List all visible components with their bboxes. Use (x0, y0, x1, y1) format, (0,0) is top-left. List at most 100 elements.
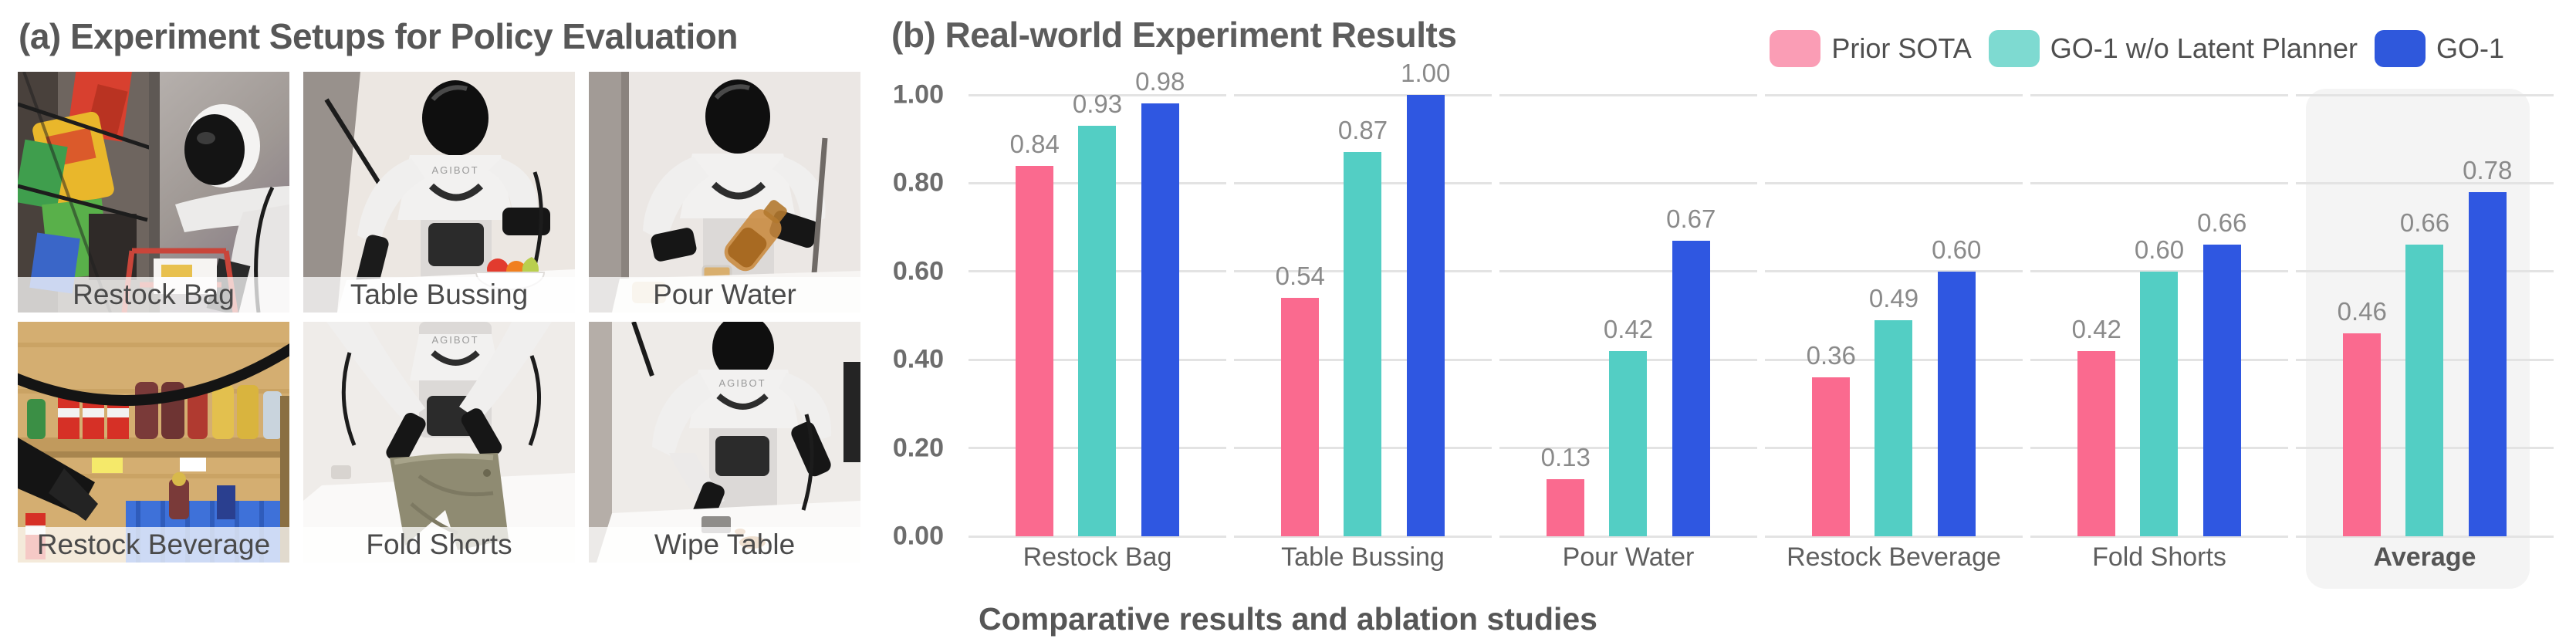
x-axis-label-restock-bag: Restock Bag (1023, 542, 1172, 572)
legend-item-2: GO-1 (2374, 30, 2504, 67)
bar-group: 0.54 0.87 1.00 (1230, 59, 1496, 536)
bar-wrap: 0.54 (1276, 262, 1325, 536)
gridline (1765, 181, 2023, 184)
gridline (1499, 181, 1757, 184)
bar-value-label: 0.67 (1666, 204, 1716, 233)
x-axis-label-pour-water: Pour Water (1562, 542, 1695, 572)
photo-wipe-table: AGIBOT Wipe Table (589, 322, 860, 563)
bar-go-1-pour-water (1672, 240, 1710, 536)
chart-group-restock-bag: 0.84 0.93 0.98 (965, 67, 1230, 538)
bar-wrap: 0.46 (2338, 297, 2387, 536)
bar-wrap: 0.67 (1666, 204, 1716, 536)
bar-wrap: 0.60 (1932, 235, 1981, 536)
bar-value-label: 0.93 (1072, 90, 1123, 119)
bar-go-1-w-o-latent-planner-restock-beverage (1875, 319, 1913, 536)
x-axis: Restock Bag Table Bussing Pour Water Restoc… (965, 542, 2557, 576)
bar-go-1-w-o-latent-planner-fold-shorts (2140, 271, 2179, 536)
bar-go-1-w-o-latent-planner-average (2405, 245, 2444, 536)
x-axis-label-restock-beverage: Restock Beverage (1787, 542, 2001, 572)
legend-label: GO-1 (2436, 32, 2504, 64)
y-tick-label: 0.80 (892, 167, 944, 198)
gridline (1499, 270, 1757, 273)
gridline (2296, 535, 2554, 538)
photo-label-restock-bag: Restock Bag (18, 277, 289, 313)
results-bar-chart: 0.84 0.93 0.98 0.54 0.87 1.00 0.13 0.42 0.67 0.36… (965, 59, 2557, 589)
bar-value-label: 0.60 (2134, 235, 2185, 264)
bar-wrap: 0.60 (2135, 235, 2184, 536)
legend-item-1: GO-1 w/o Latent Planner (1988, 30, 2358, 67)
gridline (1765, 270, 2023, 273)
gridline (2030, 535, 2288, 538)
robot-brand-text: AGIBOT (718, 377, 766, 389)
y-tick-label: 0.00 (892, 521, 944, 551)
fold-shorts-image: AGIBOT (303, 322, 575, 563)
bar-wrap: 0.49 (1869, 284, 1918, 536)
y-tick-label: 0.40 (892, 344, 944, 374)
bar-value-label: 0.60 (1932, 235, 1982, 264)
experiment-photo-grid: Restock Bag AGIBOT (18, 72, 860, 563)
chart-group-fold-shorts: 0.42 0.60 0.66 (2027, 93, 2292, 538)
gridline (1234, 93, 1492, 96)
bar-prior-sota-restock-bag (1016, 165, 1054, 536)
bar-value-label: 0.78 (2463, 155, 2513, 184)
gridline (2030, 181, 2288, 184)
legend-swatch-icon (2374, 30, 2426, 67)
photo-pour-water: Pour Water (589, 72, 860, 313)
bar-wrap: 0.36 (1807, 341, 1856, 536)
panel-b-title: (b) Real-world Experiment Results (891, 15, 1457, 55)
gridline (2296, 181, 2554, 184)
bar-wrap: 0.98 (1135, 67, 1185, 536)
bar-go-1-restock-beverage (1937, 271, 1976, 536)
gridline (2030, 93, 2288, 96)
gridline (969, 93, 1226, 96)
chart-group-restock-beverage: 0.36 0.49 0.60 (1761, 93, 2027, 538)
bar-group: 0.36 0.49 0.60 (1761, 235, 2027, 536)
bar-value-label: 0.54 (1275, 262, 1325, 291)
legend-label: GO-1 w/o Latent Planner (2050, 32, 2358, 64)
bar-go-1-table-bussing (1406, 95, 1445, 536)
bar-go-1-w-o-latent-planner-restock-bag (1078, 126, 1117, 536)
bar-value-label: 0.98 (1135, 67, 1185, 96)
chart-group-table-bussing: 0.54 0.87 1.00 (1230, 59, 1496, 538)
bar-value-label: 0.42 (1603, 314, 1654, 343)
bar-value-label: 0.42 (2071, 314, 2121, 343)
bar-group: 0.46 0.66 0.78 (2292, 156, 2557, 536)
bar-wrap: 1.00 (1401, 59, 1450, 536)
bar-wrap: 0.13 (1541, 443, 1591, 536)
bar-group: 0.13 0.42 0.67 (1496, 204, 1761, 536)
photo-label-wipe-table: Wipe Table (589, 527, 860, 563)
bar-prior-sota-pour-water (1547, 478, 1585, 536)
bar-value-label: 0.84 (1009, 129, 1060, 158)
photo-restock-bag: Restock Bag (18, 72, 289, 313)
gridline (1499, 93, 1757, 96)
gridline (1765, 535, 2023, 538)
bar-value-label: 0.13 (1540, 442, 1591, 471)
bar-value-label: 1.00 (1401, 59, 1451, 87)
bar-wrap: 0.66 (2400, 208, 2449, 536)
gridline (1234, 535, 1492, 538)
robot-brand-text: AGIBOT (431, 334, 478, 346)
photo-restock-beverage: Restock Beverage (18, 322, 289, 563)
gridline (969, 535, 1226, 538)
photo-label-pour-water: Pour Water (589, 277, 860, 313)
chart-caption: Comparative results and ablation studies (979, 601, 1597, 637)
y-tick-label: 0.60 (892, 256, 944, 286)
bar-wrap: 0.66 (2197, 208, 2246, 536)
bar-wrap: 0.42 (1604, 315, 1653, 536)
y-tick-label: 1.00 (892, 79, 944, 110)
bar-go-1-w-o-latent-planner-table-bussing (1344, 152, 1382, 536)
bar-value-label: 0.36 (1806, 341, 1856, 370)
bar-wrap: 0.84 (1010, 130, 1060, 536)
gridline (2030, 270, 2288, 273)
bar-prior-sota-average (2343, 333, 2382, 536)
x-axis-label-table-bussing: Table Bussing (1281, 542, 1445, 572)
bar-wrap: 0.78 (2463, 156, 2512, 536)
bar-value-label: 0.87 (1337, 116, 1388, 145)
panel-a-title: (a) Experiment Setups for Policy Evaluat… (19, 16, 738, 56)
bar-value-label: 0.66 (2399, 208, 2450, 238)
bar-value-label: 0.46 (2337, 296, 2387, 326)
chart-group-pour-water: 0.13 0.42 0.67 (1496, 93, 1761, 538)
bar-go-1-fold-shorts (2202, 245, 2241, 536)
bar-prior-sota-restock-beverage (1812, 377, 1851, 536)
